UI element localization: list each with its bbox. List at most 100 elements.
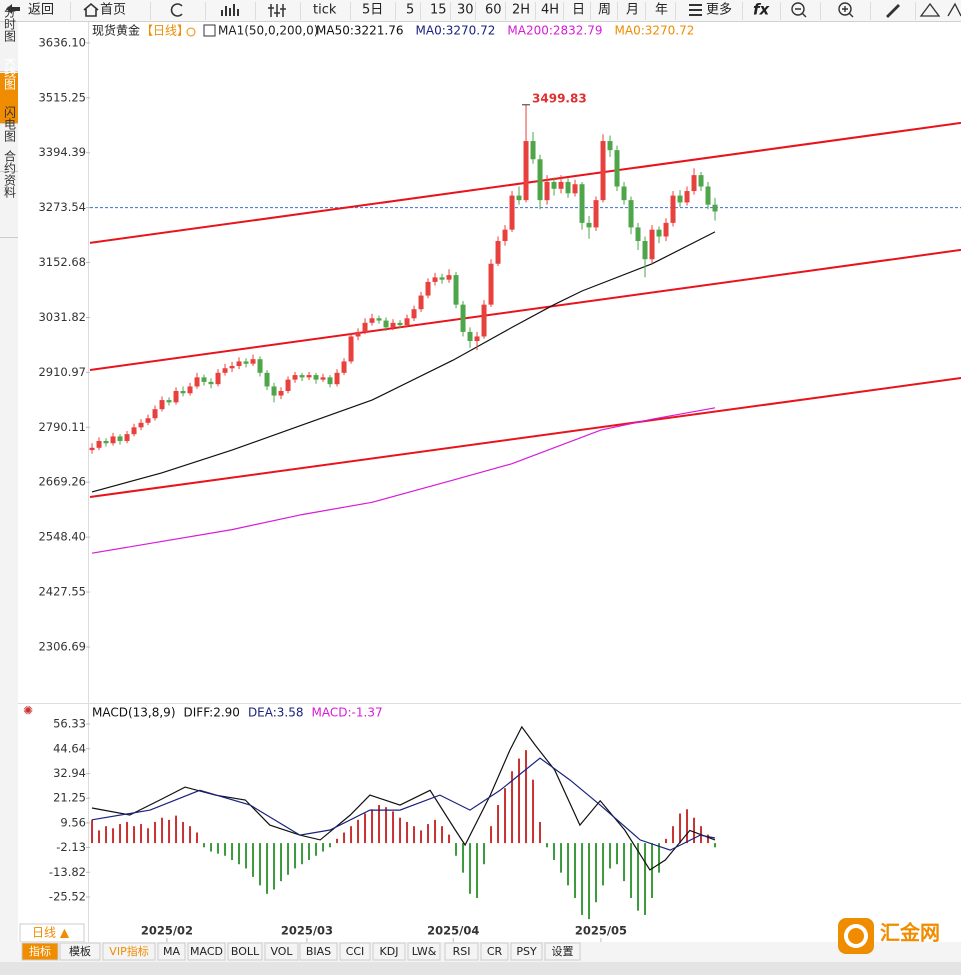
candle-body — [677, 195, 683, 203]
toolbar-item[interactable]: tick — [313, 3, 337, 18]
candle-body — [313, 375, 319, 380]
toolbar-item[interactable]: 更多 — [706, 2, 732, 18]
tab[interactable] — [59, 942, 101, 961]
y-tick-label: 2427.55 — [38, 585, 86, 599]
sidebar-item[interactable]: 分时图 — [3, 6, 17, 42]
macd-bar — [357, 819, 360, 844]
ma-legend: MA0:3270.72 — [615, 24, 695, 38]
tab-label[interactable]: VOL — [270, 945, 293, 958]
x-tick-label: 2025/05 — [575, 924, 627, 938]
ma-icon[interactable] — [203, 24, 216, 37]
tab-label[interactable]: CCI — [346, 945, 365, 958]
candle-body — [439, 277, 445, 280]
candle-body — [390, 322, 396, 328]
tab[interactable] — [187, 942, 226, 961]
instrument-name: 现货黄金 — [92, 23, 140, 38]
sidebar-item[interactable]: 合约资料 — [3, 149, 17, 198]
home-icon[interactable] — [83, 2, 99, 17]
fx-icon[interactable]: fx — [753, 1, 771, 19]
tab-label[interactable]: BOLL — [231, 945, 260, 958]
toolbar-item[interactable]: 月 — [626, 3, 639, 18]
toolbar-item[interactable]: 周 — [598, 3, 611, 18]
tab-label[interactable]: KDJ — [380, 945, 399, 958]
tab[interactable] — [299, 942, 338, 961]
macd-bar — [210, 843, 213, 852]
candle-body — [243, 361, 249, 364]
toolbar-item[interactable]: 30 — [457, 3, 474, 18]
tab[interactable] — [510, 942, 543, 961]
candle-body — [145, 418, 151, 423]
macd-bar — [105, 826, 108, 844]
settings-icon[interactable] — [268, 4, 286, 17]
tab-label[interactable]: PSY — [516, 945, 537, 958]
toolbar-item[interactable]: 日 — [572, 3, 585, 18]
macd-bar — [623, 843, 626, 882]
tab[interactable] — [444, 942, 479, 961]
macd-bar — [637, 843, 640, 911]
candle-body — [194, 377, 200, 387]
chart-icon[interactable] — [221, 4, 239, 16]
tab-label[interactable]: BIAS — [306, 945, 331, 958]
candle-body — [159, 400, 165, 410]
shape-icon[interactable] — [919, 2, 961, 17]
zoom-out-icon[interactable] — [791, 2, 805, 16]
toolbar-item[interactable]: 60 — [485, 3, 502, 18]
sidebar-item[interactable]: K线图 — [3, 58, 17, 90]
tab[interactable] — [480, 942, 509, 961]
macd-bar — [574, 843, 577, 899]
tab[interactable] — [102, 942, 156, 961]
candle-body — [593, 200, 599, 228]
y-tick-label: 3031.82 — [38, 310, 86, 324]
tab-label[interactable]: MA — [163, 945, 180, 958]
toolbar-item[interactable]: 返回 — [28, 3, 54, 18]
sidebar-item[interactable]: 闪电图 — [3, 106, 17, 142]
tab-label[interactable]: CR — [487, 945, 503, 958]
tab[interactable] — [339, 942, 371, 961]
candle-body — [467, 331, 473, 342]
macd-icon[interactable]: ✺ — [23, 704, 33, 718]
candle-body — [411, 309, 417, 319]
candle-body — [271, 386, 277, 396]
tab[interactable] — [372, 942, 406, 961]
tab-label[interactable]: MACD — [190, 945, 223, 958]
macd-bar — [182, 821, 185, 844]
toolbar-item[interactable]: 15 — [430, 3, 447, 18]
tab[interactable] — [157, 942, 186, 961]
pen-icon[interactable] — [886, 4, 900, 18]
candle-body — [229, 365, 235, 369]
macd-bar — [168, 819, 171, 844]
tab[interactable] — [264, 942, 299, 961]
macd-bar — [567, 843, 570, 886]
tab[interactable] — [544, 942, 581, 961]
toolbar-item[interactable]: 5日 — [362, 3, 383, 18]
tab-label[interactable]: 指标 — [29, 944, 51, 958]
toolbar-item[interactable]: 2H — [512, 3, 530, 18]
candle-body — [201, 377, 207, 382]
candle-body — [551, 181, 557, 189]
zoom-in-icon[interactable] — [838, 2, 852, 16]
back-icon[interactable] — [6, 4, 20, 14]
tab-label[interactable]: 设置 — [552, 945, 574, 958]
macd-bar — [371, 809, 374, 844]
candle-body — [222, 368, 228, 373]
tab-label[interactable]: 模板 — [69, 944, 91, 958]
tab[interactable] — [21, 942, 59, 961]
period-button-label[interactable]: 日线 ▲ — [32, 926, 70, 940]
tab[interactable] — [407, 942, 441, 961]
macd-bar — [322, 843, 325, 852]
toolbar-item[interactable]: 4H — [541, 3, 559, 18]
candle-body — [509, 195, 515, 230]
y-tick-label: 21.25 — [53, 791, 86, 805]
macd-bar — [490, 826, 493, 844]
refresh-icon[interactable] — [170, 3, 183, 17]
toolbar-item[interactable]: 5 — [406, 3, 414, 18]
add-icon[interactable] — [186, 27, 196, 37]
candle-body — [446, 275, 452, 280]
tab-label[interactable]: LW& — [412, 945, 437, 958]
tab-label[interactable]: RSI — [453, 945, 471, 958]
tab[interactable] — [227, 942, 263, 961]
more-icon[interactable] — [689, 4, 702, 16]
toolbar-item[interactable]: 年 — [655, 3, 668, 18]
tab-label[interactable]: VIP指标 — [109, 944, 148, 958]
toolbar-item[interactable]: 首页 — [100, 3, 126, 18]
